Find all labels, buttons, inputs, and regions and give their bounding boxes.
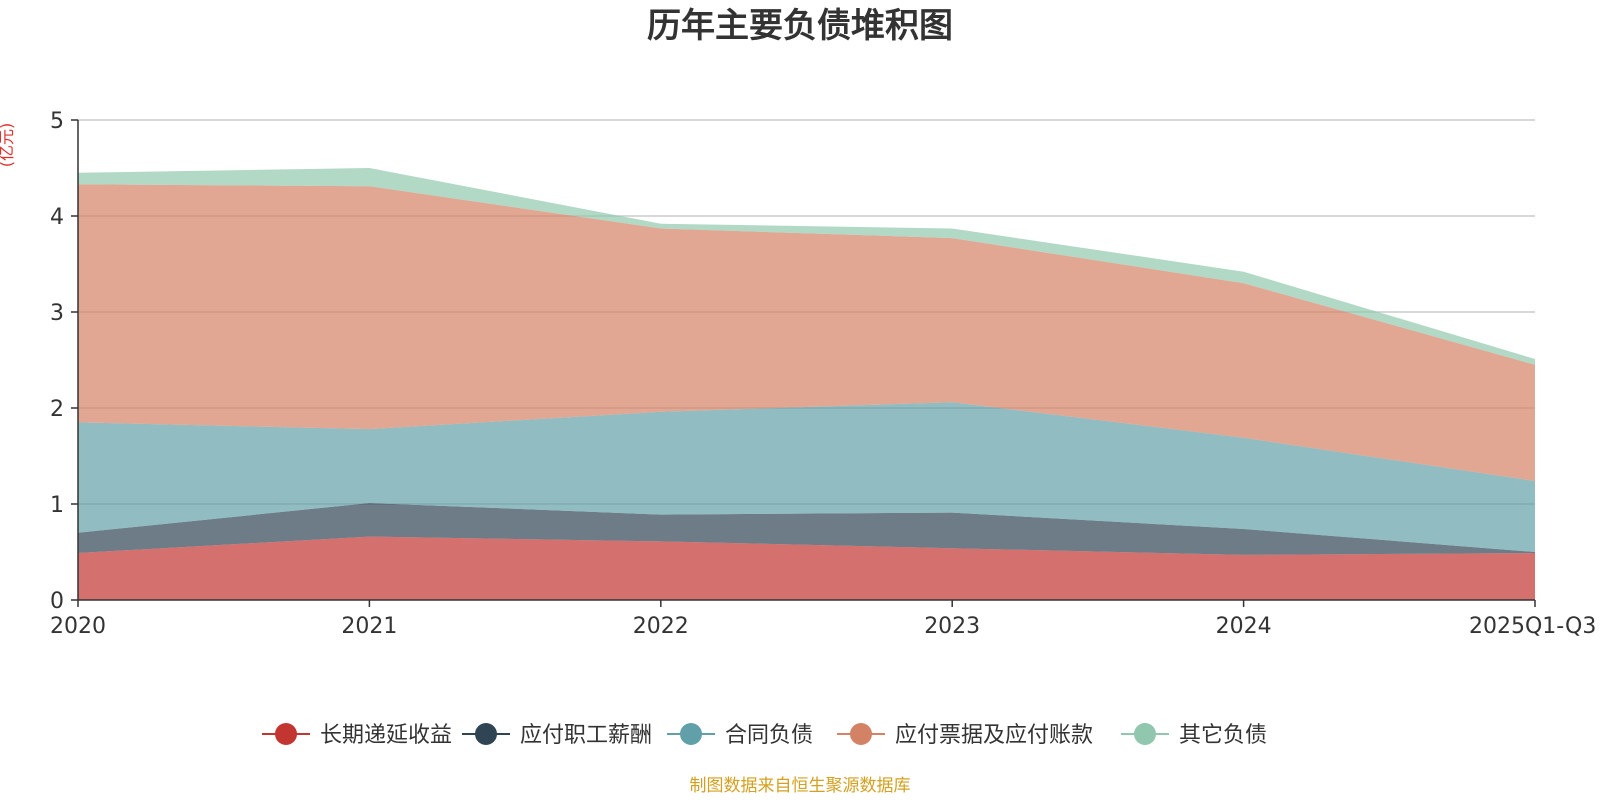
legend[interactable]: 长期递延收益 应付职工薪酬 合同负债 应付票据及应付账款 其它负债 <box>262 723 1267 748</box>
x-tick-label: 2023 <box>924 614 980 639</box>
y-tick-label: 0 <box>50 589 64 614</box>
legend-circle-icon <box>850 723 872 745</box>
x-tick-label: 2021 <box>341 614 397 639</box>
x-tick-label: 2020 <box>50 614 106 639</box>
y-tick-label: 3 <box>50 301 64 326</box>
legend-label: 长期递延收益 <box>320 723 452 748</box>
y-tick-label: 5 <box>50 109 64 134</box>
legend-label: 合同负债 <box>725 723 813 748</box>
y-tick-label: 1 <box>50 493 64 518</box>
x-tick-label: 2022 <box>633 614 689 639</box>
y-tick-label: 4 <box>50 205 64 230</box>
y-tick-label: 2 <box>50 397 64 422</box>
legend-label: 应付票据及应付账款 <box>895 723 1093 748</box>
area-series-4[interactable] <box>78 184 1535 482</box>
x-tick-label: 2025Q1-Q3 <box>1469 614 1596 639</box>
legend-item-3[interactable]: 合同负债 <box>667 723 813 748</box>
legend-label: 其它负债 <box>1179 723 1267 748</box>
chart-title: 历年主要负债堆积图 <box>647 6 953 46</box>
x-tick-label: 2024 <box>1216 614 1272 639</box>
y-axis-unit-label: (亿元) <box>0 123 16 168</box>
legend-item-4[interactable]: 应付票据及应付账款 <box>837 723 1093 748</box>
legend-item-1[interactable]: 长期递延收益 <box>262 723 452 748</box>
source-note: 制图数据来自恒生聚源数据库 <box>690 776 911 796</box>
legend-circle-icon <box>275 723 297 745</box>
area-series-group <box>78 168 1535 600</box>
area-series-2[interactable] <box>78 503 1535 555</box>
area-series-1[interactable] <box>78 536 1535 600</box>
legend-item-2[interactable]: 应付职工薪酬 <box>462 723 652 748</box>
legend-circle-icon <box>475 723 497 745</box>
legend-circle-icon <box>1134 723 1156 745</box>
legend-item-5[interactable]: 其它负债 <box>1121 723 1267 748</box>
area-series-3[interactable] <box>78 402 1535 552</box>
legend-label: 应付职工薪酬 <box>520 723 652 748</box>
legend-circle-icon <box>680 723 702 745</box>
axes: 0 1 2 3 4 5 2020 2021 2022 2023 2024 2025Q1-Q3 <box>50 109 1596 639</box>
